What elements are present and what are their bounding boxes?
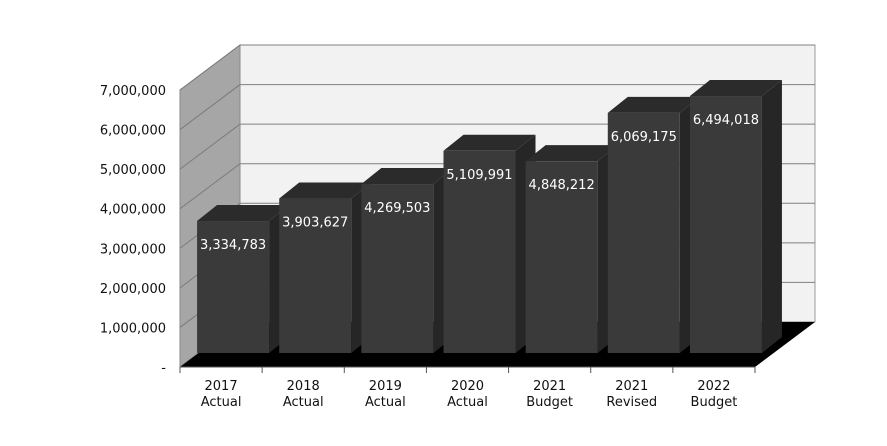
gridline-side-5 [179,123,241,170]
data-label-3: 5,109,991 [446,168,512,183]
bar-top-6 [689,80,782,97]
x-category-label-2: 2019 Actual [365,379,406,410]
bar-top-4 [525,145,618,162]
y-tick-label-4: 4,000,000 [100,203,166,218]
bar-front-6 [689,96,762,353]
bar-top-0 [197,205,290,222]
bar-2: 4,269,503 [361,168,454,353]
y-tick-label-6: 6,000,000 [100,124,166,139]
y-tick-label-7: 7,000,000 [100,84,166,99]
bar-front-5 [607,112,680,353]
x-category-label-line: 2019 [369,379,402,394]
x-category-label-line: 2017 [205,379,238,394]
bar-6: 6,494,018 [689,80,782,353]
x-category-label-line: 2021 [533,379,566,394]
x-category-label-4: 2021 Budget [526,379,573,410]
data-label-5: 6,069,175 [611,130,677,145]
bars: 3,334,783 3,903,627 4,269,503 5,109,991 4,84… [197,80,782,353]
y-tick-label-0: - [161,361,166,376]
bar-0: 3,334,783 [197,205,290,353]
bar-front-0 [197,221,270,353]
x-category-label-line: Budget [691,395,738,410]
y-tick-label-2: 2,000,000 [100,282,166,297]
data-label-2: 4,269,503 [364,201,430,216]
y-tick-label-5: 5,000,000 [100,163,166,178]
gridline-side-4 [179,163,241,210]
data-label-1: 3,903,627 [282,216,348,231]
x-category-label-1: 2018 Actual [283,379,324,410]
data-label-0: 3,334,783 [200,238,266,253]
x-category-label-line: Actual [283,395,324,410]
bar-side-6 [761,80,782,353]
bar-3: 5,109,991 [443,134,536,353]
bar-1: 3,903,627 [279,182,372,353]
x-category-label-6: 2022 Budget [691,379,738,410]
x-category-label-line: Actual [201,395,242,410]
gridline-side-7 [179,44,241,91]
data-label-6: 6,494,018 [693,113,759,128]
x-category-label-line: 2020 [451,379,484,394]
x-category-label-0: 2017 Actual [201,379,242,410]
bar-front-1 [279,198,352,353]
bar-top-1 [279,182,372,199]
bar-top-2 [361,168,454,185]
y-axis-labels: - 1,000,000 2,000,000 3,000,000 4,000,000 5,0… [100,84,166,376]
x-category-label-line: Budget [526,395,573,410]
data-label-4: 4,848,212 [529,178,595,193]
x-category-label-3: 2020 Actual [447,379,488,410]
bar-top-3 [443,134,536,151]
bar-front-2 [361,184,434,353]
x-category-label-line: Revised [606,395,657,410]
x-category-label-line: Actual [447,395,488,410]
x-category-label-5: 2021 Revised [606,379,657,410]
bar-5: 6,069,175 [607,96,700,353]
y-tick-label-1: 1,000,000 [100,321,166,336]
x-category-label-line: 2021 [615,379,648,394]
x-category-label-line: Actual [365,395,406,410]
y-tick-label-3: 3,000,000 [100,242,166,257]
x-category-label-line: 2018 [287,379,320,394]
bar-4: 4,848,212 [525,145,618,353]
bar-front-4 [525,161,598,353]
x-category-label-line: 2022 [697,379,730,394]
bar-top-5 [607,96,700,113]
bar-front-3 [443,150,516,353]
gridline-side-6 [179,84,241,130]
